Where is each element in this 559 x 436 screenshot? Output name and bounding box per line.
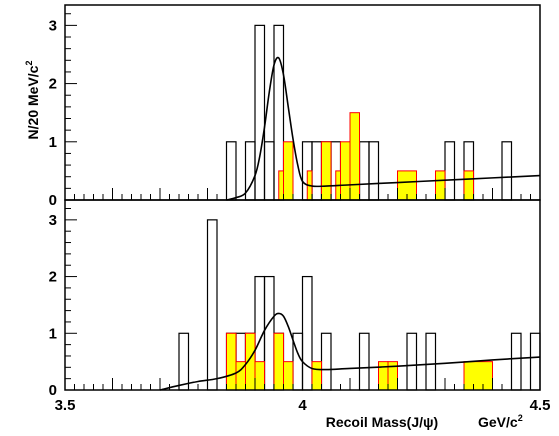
open-bin xyxy=(501,141,513,201)
open-bin xyxy=(206,219,218,391)
open-bin xyxy=(444,141,456,201)
open-bin xyxy=(510,332,522,391)
x-tick-label: 4.5 xyxy=(530,397,551,414)
open-bin xyxy=(529,332,541,391)
y-tick-label: 0 xyxy=(49,382,57,399)
filled-bin xyxy=(349,112,360,201)
filled-bin xyxy=(273,332,284,391)
filled-bin xyxy=(340,141,351,201)
y-axis-title-text: N/20 MeV/c xyxy=(25,65,41,139)
filled-bin xyxy=(283,141,294,201)
open-bin xyxy=(368,141,380,201)
open-bin xyxy=(225,141,237,201)
x-tick-label: 3.5 xyxy=(55,397,76,414)
open-bin xyxy=(358,332,370,391)
y-tick-label: 2 xyxy=(49,76,57,93)
filled-bin xyxy=(254,361,265,391)
open-bin xyxy=(406,332,418,391)
open-bin xyxy=(263,275,275,391)
x-axis-unit-superscript: 2 xyxy=(518,413,523,423)
filled-bin xyxy=(463,170,474,201)
x-tick-label: 4 xyxy=(298,397,307,414)
y-tick-label: 1 xyxy=(49,134,57,151)
bottom-panel: 0 1 2 3 3.5 4 4.5 xyxy=(49,199,551,414)
filled-bin xyxy=(311,361,322,391)
filled-bin xyxy=(378,361,389,391)
y-tick-label: 1 xyxy=(49,325,57,342)
open-bin xyxy=(358,141,370,201)
filled-bin xyxy=(435,170,446,201)
x-axis-unit-text: GeV/c xyxy=(478,414,518,430)
open-bin xyxy=(311,141,323,201)
fit-curve xyxy=(226,56,541,201)
filled-bin xyxy=(463,361,493,391)
fit-curve xyxy=(159,312,541,391)
open-bin xyxy=(425,332,437,391)
x-axis-title: Recoil Mass(J/ψ) xyxy=(326,414,438,430)
y-axis-title-superscript: 2 xyxy=(24,61,34,66)
filled-bin xyxy=(278,170,284,201)
y-axis-title: N/20 MeV/c2 xyxy=(24,61,41,140)
open-bin xyxy=(301,275,313,391)
svg-text:N/20 MeV/c2: N/20 MeV/c2 xyxy=(24,61,41,140)
y-tick-label: 0 xyxy=(49,192,57,209)
y-tick-label: 2 xyxy=(49,269,57,286)
open-bin xyxy=(263,141,275,201)
filled-bin xyxy=(321,141,332,201)
y-tick-label: 3 xyxy=(49,17,57,34)
open-bin xyxy=(320,332,332,391)
x-axis-unit: GeV/c2 xyxy=(478,413,523,430)
filled-bin xyxy=(283,361,294,391)
filled-bin xyxy=(226,332,237,391)
top-panel: 0 1 2 3 xyxy=(49,4,541,209)
y-tick-label: 3 xyxy=(49,212,57,229)
open-bin xyxy=(178,332,190,391)
